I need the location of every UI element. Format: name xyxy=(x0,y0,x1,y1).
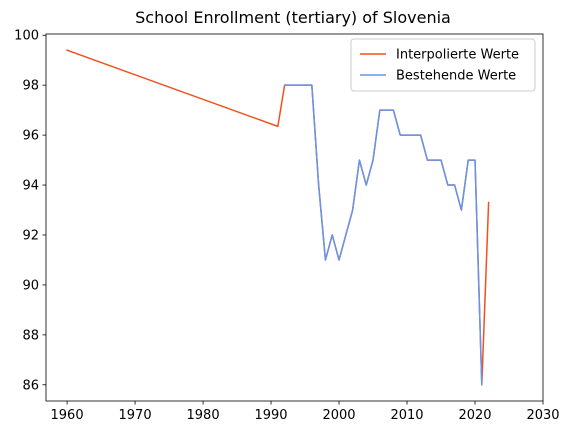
plot-area xyxy=(66,49,490,386)
x-tick-label: 1960 xyxy=(51,408,84,423)
x-tick-label: 2010 xyxy=(390,408,423,423)
x-tick-label: 1980 xyxy=(187,408,220,423)
y-tick-label: 90 xyxy=(22,278,39,293)
series-line-2 xyxy=(283,84,483,386)
x-tick-label: 2030 xyxy=(526,408,559,423)
legend: Interpolierte Werte Bestehende Werte xyxy=(350,38,536,92)
x-tick-label: 2020 xyxy=(458,408,491,423)
y-tick-label: 100 xyxy=(14,29,39,44)
legend-label: Bestehende Werte xyxy=(396,69,516,84)
chart-title: School Enrollment (tertiary) of Slovenia xyxy=(135,8,451,27)
x-tick-label: 2000 xyxy=(322,408,355,423)
x-tick-label: 1970 xyxy=(119,408,152,423)
y-tick-label: 86 xyxy=(22,378,39,393)
axes-frame xyxy=(45,33,544,402)
y-tick-label: 98 xyxy=(22,79,39,94)
legend-label: Interpolierte Werte xyxy=(396,48,519,63)
y-tick-label: 88 xyxy=(22,328,39,343)
y-tick-label: 96 xyxy=(22,129,39,144)
x-tick-label: 1990 xyxy=(254,408,287,423)
y-tick-label: 92 xyxy=(22,228,39,243)
axes: 1960 1970 1980 1990 2000 2010 2020 2030 86 88 90 92… xyxy=(14,29,559,423)
y-tick-label: 94 xyxy=(22,179,39,194)
legend-box xyxy=(350,38,536,92)
